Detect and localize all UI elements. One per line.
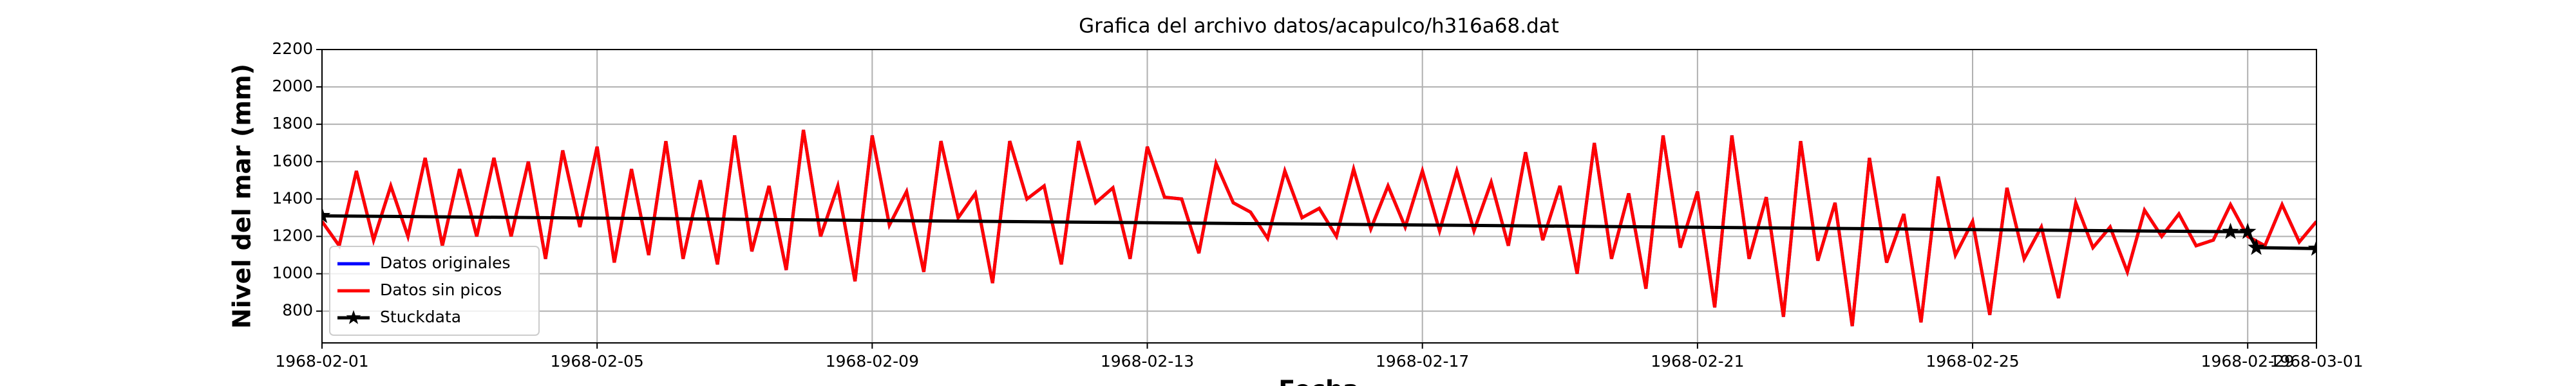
star-marker [322,207,331,223]
series-line [322,129,2316,327]
x-tick-label: 1968-02-17 [1376,352,1469,371]
star-marker [2307,239,2316,256]
y-tick-label: 2200 [272,39,313,58]
legend-label: Datos sin picos [380,280,502,299]
star-marker [2222,223,2239,239]
x-tick-label: 1968-02-09 [826,352,919,371]
y-tick-label: 1400 [272,188,313,207]
x-tick-label: 1968-02-13 [1101,352,1194,371]
y-tick-label: 1800 [272,114,313,133]
y-axis-label: Nivel del mar (mm) [228,64,256,329]
star-marker [2239,223,2257,239]
y-tick-label: 1000 [272,264,313,282]
y-tick-label: 2000 [272,77,313,95]
x-tick-label: 1968-02-01 [275,352,368,371]
chart-title: Grafica del archivo datos/acapulco/h316a… [1079,15,1559,38]
x-tick-label: 1968-03-01 [2269,352,2363,371]
x-tick-label: 1968-02-25 [1926,352,2019,371]
x-axis-label: Fecha [1278,376,1359,386]
legend-box [329,246,540,336]
x-tick-label: 1968-02-21 [1651,352,1744,371]
x-tick-label: 1968-02-05 [551,352,644,371]
legend-label: Datos originales [380,253,511,272]
legend-marker [346,310,361,324]
y-tick-label: 1600 [272,151,313,170]
y-tick-label: 1200 [272,226,313,244]
x-tick-label: 1968-02-29 [2201,352,2295,371]
legend-label: Stuckdata [380,308,461,326]
plot-frame [321,49,2317,344]
y-tick-label: 800 [282,301,313,320]
star-marker [2248,238,2265,255]
